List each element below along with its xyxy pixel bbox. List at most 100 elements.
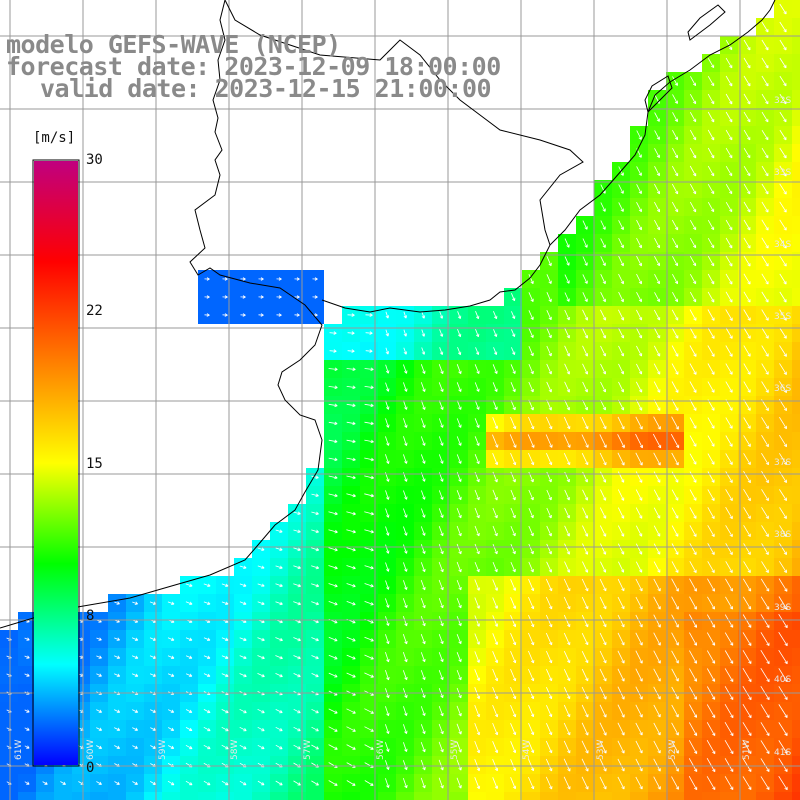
wind-arrow xyxy=(779,471,787,484)
wind-arrow xyxy=(456,705,462,717)
wind-arrow xyxy=(456,507,462,519)
wind-speed-cell xyxy=(792,702,800,720)
wind-speed-cell xyxy=(792,504,800,522)
wind-arrow xyxy=(132,709,139,713)
wind-arrow xyxy=(653,758,661,772)
wind-arrow xyxy=(402,615,408,627)
wind-arrow xyxy=(456,561,462,573)
wind-arrow xyxy=(293,708,301,714)
wind-arrow xyxy=(510,416,517,430)
wind-arrow xyxy=(707,129,715,141)
wind-arrow xyxy=(761,273,769,285)
wind-arrow xyxy=(276,295,282,299)
wind-arrow xyxy=(474,454,480,465)
wind-arrow xyxy=(761,434,769,448)
wind-arrow xyxy=(420,454,426,464)
wind-arrow xyxy=(385,418,390,428)
wind-arrow xyxy=(617,578,625,592)
wind-arrow xyxy=(689,291,697,303)
wind-arrow xyxy=(438,652,444,663)
wind-speed-cell xyxy=(792,90,800,108)
wind-arrow xyxy=(743,39,751,51)
wind-arrow xyxy=(671,381,679,393)
wind-arrow xyxy=(420,562,426,573)
wind-speed-cell xyxy=(792,36,800,54)
wind-arrow xyxy=(581,596,589,610)
wind-arrow xyxy=(275,709,283,714)
wind-arrow xyxy=(779,273,787,285)
wind-arrow xyxy=(725,453,733,465)
wind-arrow xyxy=(456,490,462,501)
wind-arrow xyxy=(653,578,661,592)
wind-arrow xyxy=(635,632,643,646)
lat-label: 37S xyxy=(774,458,792,468)
wind-arrow xyxy=(275,601,283,606)
wind-speed-cell xyxy=(72,792,90,800)
wind-arrow xyxy=(492,525,498,537)
wind-arrow xyxy=(636,184,642,195)
wind-arrow xyxy=(312,277,318,281)
wind-arrow xyxy=(743,57,751,69)
wind-arrow xyxy=(528,381,534,393)
wind-arrow xyxy=(617,543,625,555)
wind-arrow xyxy=(114,727,121,731)
lagoon-outline xyxy=(644,4,726,113)
wind-speed-cell xyxy=(792,288,800,306)
wind-arrow xyxy=(475,329,480,338)
wind-arrow xyxy=(671,740,679,754)
wind-arrow xyxy=(293,655,301,660)
wind-arrow xyxy=(474,507,480,519)
wind-arrow xyxy=(779,237,787,249)
wind-arrow xyxy=(132,781,138,785)
wind-speed-cell xyxy=(774,792,792,800)
wind-speed-cell xyxy=(792,252,800,270)
wind-arrow xyxy=(724,758,734,773)
wind-arrow xyxy=(707,471,715,483)
wind-arrow xyxy=(492,489,498,501)
wind-arrow xyxy=(311,475,319,479)
wind-arrow xyxy=(654,274,660,285)
wind-arrow xyxy=(760,704,770,719)
wind-speed-cell xyxy=(792,720,800,738)
wind-arrow xyxy=(346,601,356,606)
wind-arrow xyxy=(311,583,320,588)
wind-arrow xyxy=(689,274,697,285)
wind-arrow xyxy=(725,345,733,357)
wind-arrow xyxy=(599,434,607,448)
wind-arrow xyxy=(688,776,698,791)
wind-arrow xyxy=(689,309,697,321)
wind-arrow xyxy=(653,309,661,321)
wind-speed-cell xyxy=(270,792,288,800)
wind-arrow xyxy=(761,57,769,69)
wind-arrow xyxy=(635,471,643,483)
wind-arrow xyxy=(618,291,624,303)
wind-arrow xyxy=(689,238,697,249)
wind-speed-cell xyxy=(792,54,800,72)
wind-arrow xyxy=(185,673,193,677)
wind-speed-cell xyxy=(180,792,198,800)
wind-arrow xyxy=(221,673,229,678)
wind-arrow xyxy=(420,615,426,627)
wind-arrow xyxy=(743,273,751,285)
wind-arrow xyxy=(635,507,643,519)
wind-arrow xyxy=(564,309,570,321)
wind-arrow xyxy=(510,364,516,375)
wind-arrow xyxy=(114,637,121,641)
wind-arrow xyxy=(328,601,338,606)
wind-arrow xyxy=(439,311,444,319)
wind-speed-cell xyxy=(792,180,800,198)
wind-arrow xyxy=(564,399,570,411)
wind-arrow xyxy=(725,381,733,393)
wind-arrow xyxy=(778,722,788,736)
wind-arrow xyxy=(364,547,374,552)
wind-arrow xyxy=(582,292,588,303)
wind-arrow xyxy=(456,382,462,393)
wind-arrow xyxy=(599,722,607,736)
wind-arrow xyxy=(653,452,661,466)
wind-arrow xyxy=(779,327,787,339)
wind-arrow xyxy=(364,583,374,588)
wind-arrow xyxy=(528,596,535,610)
wind-arrow xyxy=(760,776,770,790)
coastline-uruguay xyxy=(321,0,776,313)
wind-speed-cell xyxy=(630,792,648,800)
